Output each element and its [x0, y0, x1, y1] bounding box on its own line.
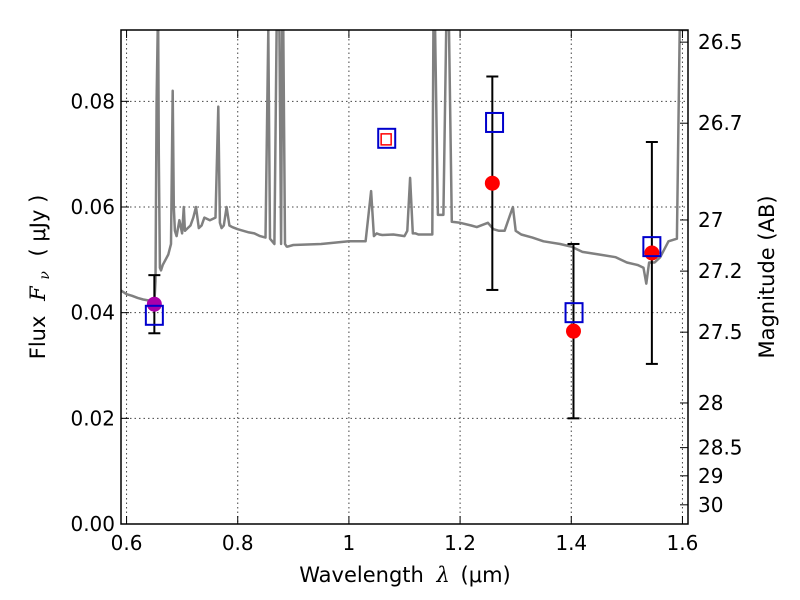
model-photometry-point — [144, 304, 164, 326]
y2-tick-label: 26.7 — [698, 111, 743, 135]
y-tick-label: 0.06 — [70, 195, 115, 219]
inner-square-point — [380, 133, 392, 146]
y-tick-label: 0.02 — [70, 406, 115, 430]
x-axis-title-unit: (μm) — [461, 563, 511, 587]
x-tick-label: 1 — [343, 531, 356, 555]
x-tick-label: 0.6 — [111, 531, 143, 555]
y-axis-title-subscript: ν — [37, 271, 53, 280]
model-photometry-point — [485, 111, 505, 133]
plot-background — [121, 30, 688, 524]
plot-area — [121, 30, 688, 420]
y2-tick-label: 30 — [698, 493, 723, 517]
y2-axis-title: Magnitude (AB) — [755, 195, 779, 358]
y-axis-title-unit: ( μJy ) — [26, 195, 50, 257]
y2-tick-label: 28 — [698, 391, 723, 415]
plot-frame — [120, 29, 689, 525]
x-tick-label: 1.2 — [444, 531, 476, 555]
y-axis-title-prefix: Flux — [26, 316, 50, 360]
y2-axis: 26.5 26.7 27 27.2 27.5 28 28.5 29 30 — [680, 30, 743, 517]
y2-tick-label: 28.5 — [698, 436, 743, 460]
x-tick-label: 1.6 — [667, 531, 699, 555]
observed-point — [565, 323, 581, 339]
y2-tick-label: 27.5 — [698, 320, 743, 344]
model-photometry-point — [564, 302, 584, 324]
x-axis-title-symbol: λ — [436, 563, 450, 587]
y-axis-title-symbol: F — [26, 285, 50, 302]
observed-point — [644, 245, 660, 261]
x-axis: 0.6 0.8 1 1.2 1.4 1.6 — [111, 30, 699, 555]
y-tick-label: 0.08 — [70, 89, 115, 113]
x-axis-title-prefix: Wavelength — [299, 563, 424, 587]
model-photometry-point — [377, 127, 397, 149]
y2-tick-label: 29 — [698, 464, 723, 488]
model-photometry-point — [642, 236, 662, 258]
y-axis-title: Flux F ν ( μJy ) — [26, 195, 54, 360]
special-point — [146, 296, 162, 312]
y-axis: 0.00 0.02 0.04 0.06 0.08 — [70, 89, 129, 536]
x-tick-label: 1.4 — [555, 531, 587, 555]
model-photometry-points — [144, 111, 662, 326]
y2-tick-label: 27.2 — [698, 259, 743, 283]
y2-tick-label: 26.5 — [698, 30, 743, 54]
y-tick-label: 0.00 — [70, 512, 115, 536]
y-tick-label: 0.04 — [70, 301, 115, 325]
observed-point — [484, 175, 500, 191]
x-tick-label: 0.8 — [222, 531, 254, 555]
y2-tick-label: 27 — [698, 208, 723, 232]
x-axis-title: Wavelength λ (μm) — [299, 563, 510, 587]
model-spectrum-line — [121, 30, 688, 304]
